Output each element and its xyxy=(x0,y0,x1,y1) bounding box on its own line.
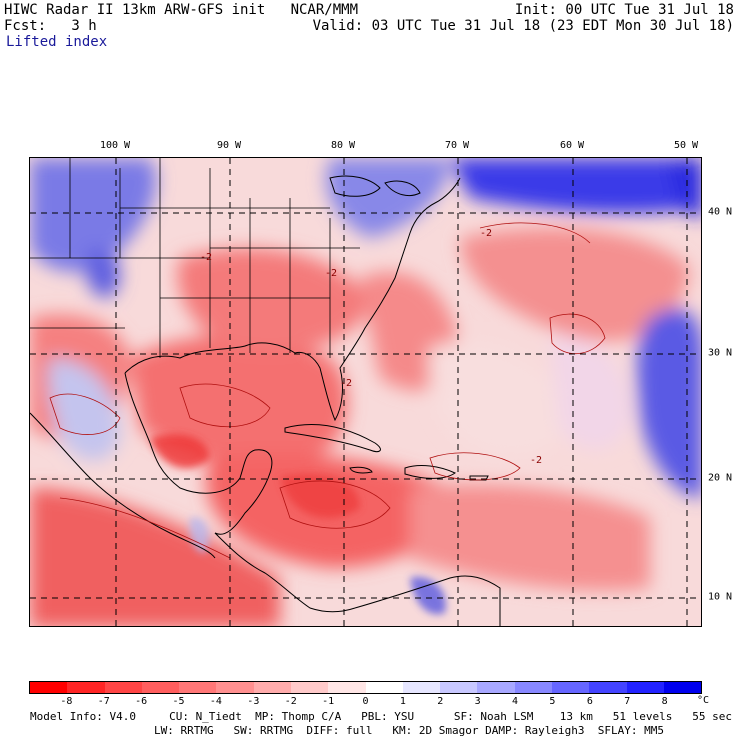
lon-label: 60 W xyxy=(559,140,585,151)
contour-label: -2 xyxy=(325,268,337,279)
contour-line xyxy=(279,480,391,529)
lon-label: 90 W xyxy=(216,140,242,151)
lon-label: 50 W xyxy=(673,140,699,151)
contour-line xyxy=(429,452,521,481)
colorbar-tick-label: -2 xyxy=(284,696,297,707)
island-cuba xyxy=(284,423,381,453)
lat-label: 30 N xyxy=(708,347,733,359)
lifted-index-map: -2 -2 -2 -2 -2 xyxy=(29,157,702,627)
cool-region-mexico-plateau xyxy=(48,358,120,461)
model-info-line2: LW: RRTMG SW: RRTMG DIFF: full KM: 2D Sm… xyxy=(154,724,664,737)
warm-region-southeast xyxy=(177,248,370,352)
colorbar-tick-label: -7 xyxy=(97,696,110,707)
colorbar-unit: °C xyxy=(697,695,710,706)
colorbar-segment xyxy=(514,682,552,693)
warm-region-tropics xyxy=(410,484,650,591)
lon-label: 80 W xyxy=(330,140,356,151)
warm-spot xyxy=(150,434,210,469)
colorbar-segment xyxy=(365,682,403,693)
warm-region-gulf xyxy=(130,335,348,462)
contour-label: -2 xyxy=(340,378,352,389)
island-jamaica xyxy=(349,466,373,474)
coastline-south-america xyxy=(354,575,501,626)
colorbar-segment xyxy=(290,682,329,693)
colorbar-segment xyxy=(104,682,142,693)
warm-spot xyxy=(280,474,360,518)
colorbar-tick-label: 0 xyxy=(362,696,369,707)
cool-region-northeast xyxy=(450,158,701,214)
colorbar-segment xyxy=(663,682,702,693)
colorbar-segment xyxy=(30,682,68,693)
colorbar-segment xyxy=(216,682,254,693)
field-name: Lifted index xyxy=(6,34,108,50)
coastline-us-gulf xyxy=(124,177,461,422)
colorbar-tick-label: 4 xyxy=(512,696,519,707)
cool-region-plains xyxy=(86,248,121,298)
lat-label: 40 N xyxy=(708,206,733,218)
cool-region-gulf-of-maine xyxy=(670,158,701,218)
lon-label: 70 W xyxy=(444,140,470,151)
neutral-region-west-atlantic xyxy=(550,336,630,450)
init-time: Init: 00 UTC Tue 31 Jul 18 xyxy=(514,2,734,18)
colorbar-tick-label: 1 xyxy=(399,696,406,707)
cool-spot xyxy=(410,577,446,615)
coastline-mexico xyxy=(124,372,273,535)
warm-region-east-atlantic xyxy=(460,228,690,342)
lat-label: 20 N xyxy=(708,472,733,484)
map-title: HIWC Radar II 13km ARW-GFS init NCAR/MMM xyxy=(4,2,359,18)
contour-label: -2 xyxy=(480,228,492,239)
lat-label: 10 N xyxy=(708,591,733,603)
colorbar-segment xyxy=(477,682,515,693)
colorbar-segment xyxy=(589,682,627,693)
colorbar-segment xyxy=(551,682,590,693)
colorbar-tick-label: -8 xyxy=(60,696,73,707)
coastline-pacific xyxy=(30,412,216,559)
warm-region-pacific xyxy=(30,488,280,626)
colorbar-tick-label: 6 xyxy=(586,696,593,707)
lon-label: 100 W xyxy=(99,140,131,151)
coastline-central-america xyxy=(214,532,356,613)
contour-label: -2 xyxy=(530,455,542,466)
colorbar-tick-label: -1 xyxy=(322,696,335,707)
contour-line xyxy=(179,383,271,428)
colorbar-segment xyxy=(67,682,105,693)
colorbar-tick-label: -4 xyxy=(209,696,222,707)
colorbar-segment xyxy=(440,682,478,693)
colorbar-segment xyxy=(253,682,291,693)
colorbar xyxy=(29,681,702,694)
colorbar-tick-label: -6 xyxy=(135,696,148,707)
colorbar-segment xyxy=(328,682,366,693)
colorbar-segment xyxy=(141,682,180,693)
cool-region-east xyxy=(637,308,701,498)
valid-time: Valid: 03 UTC Tue 31 Jul 18 (23 EDT Mon … xyxy=(312,18,734,34)
contour-label: -2 xyxy=(200,252,212,263)
colorbar-tick-label: 8 xyxy=(661,696,668,707)
colorbar-segment xyxy=(626,682,664,693)
cool-region-great-lakes xyxy=(326,158,450,238)
colorbar-tick-label: 5 xyxy=(549,696,556,707)
colorbar-tick-label: 7 xyxy=(624,696,631,707)
contour-line xyxy=(479,222,591,244)
contour-line xyxy=(49,393,121,435)
colorbar-segment xyxy=(179,682,217,693)
colorbar-tick-label: 3 xyxy=(474,696,481,707)
colorbar-tick-label: -3 xyxy=(247,696,260,707)
island-hispaniola xyxy=(404,465,456,479)
model-info-line1: Model Info: V4.0 CU: N_Tiedt MP: Thomp C… xyxy=(30,710,732,723)
forecast-hour: Fcst: 3 h xyxy=(4,18,97,34)
neutral-region-mid-atlantic xyxy=(429,341,570,458)
colorbar-segment xyxy=(402,682,441,693)
contour-line xyxy=(59,497,231,559)
colorbar-tick-label: 2 xyxy=(437,696,444,707)
cool-region-nw xyxy=(30,158,157,272)
colorbar-tick-label: -5 xyxy=(172,696,185,707)
